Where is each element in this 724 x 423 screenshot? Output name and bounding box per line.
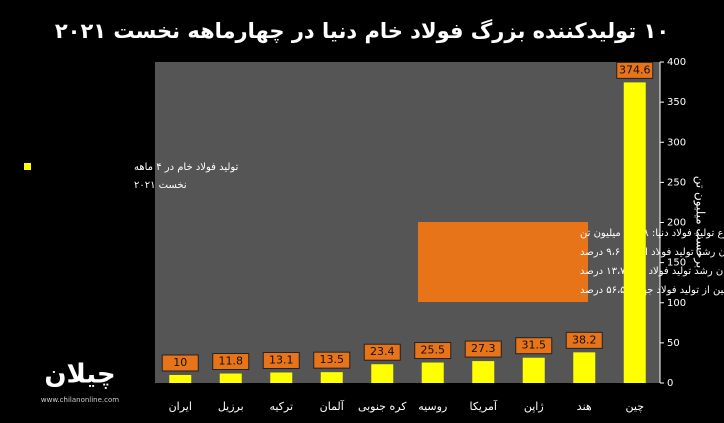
- y-tick-label: 100: [667, 298, 686, 309]
- value-label-box: [363, 343, 401, 361]
- value-label-box: [313, 351, 351, 369]
- chart-title: ۱۰ تولیدکننده بزرگ فولاد خام دنیا در چها…: [55, 18, 669, 43]
- x-tick-label: ترکیه: [269, 400, 293, 413]
- y-tick-label: 400: [667, 57, 686, 68]
- y-axis-label: برحسب میلیون تن: [693, 176, 708, 269]
- annotation-box: [418, 222, 588, 302]
- y-tick-label: 0: [667, 378, 673, 389]
- y-tick-label: 200: [667, 218, 686, 229]
- bar: [421, 362, 444, 383]
- x-tick-label: هند: [577, 400, 592, 413]
- bar: [623, 82, 646, 384]
- logo: چیلان: [44, 360, 115, 390]
- value-label-box: [515, 337, 553, 355]
- value-label: 11.8: [219, 355, 244, 368]
- bar: [522, 357, 545, 383]
- value-label-box: [161, 354, 199, 372]
- value-label: 38.2: [572, 333, 597, 346]
- legend-swatch: [24, 163, 31, 170]
- value-label-box: [565, 331, 603, 349]
- annotation-line: مجموع تولید فولاد دنیا: ۶۶۳،۸ میلیون تن: [580, 228, 724, 239]
- value-label-box: [212, 353, 250, 371]
- y-tick-label: 350: [667, 97, 686, 108]
- bar: [169, 374, 192, 383]
- bar: [320, 372, 343, 383]
- annotation-line: سهم چین از تولید فولاد جهان: ۵۶،۵ درصد: [580, 285, 724, 296]
- legend-label: تولید فولاد خام در ۴ ماهه: [134, 162, 239, 173]
- bar: [270, 372, 293, 383]
- value-label-box: [262, 351, 300, 369]
- x-tick-label: آلمان: [320, 399, 345, 413]
- y-tick-label: 50: [667, 338, 680, 349]
- y-tick-label: 250: [667, 177, 686, 188]
- annotation-line: میزان رشد تولید فولاد ایران: ۹،۶ درصد: [580, 247, 724, 258]
- x-tick-label: چین: [626, 400, 645, 413]
- value-label: 13.5: [320, 353, 345, 366]
- y-tick-label: 300: [667, 137, 686, 148]
- x-tick-label: روسیه: [418, 400, 447, 413]
- x-tick-label: کره جنوبی: [358, 400, 407, 413]
- logo-url: www.chilanonline.com: [41, 396, 119, 404]
- value-label: 27.3: [471, 342, 496, 355]
- bar: [219, 373, 242, 383]
- value-label: 10: [173, 356, 187, 369]
- bar: [472, 361, 495, 383]
- value-label: 23.4: [370, 345, 395, 358]
- value-label: 13.1: [269, 353, 294, 366]
- x-tick-label: ایران: [169, 400, 192, 413]
- bar: [573, 352, 596, 383]
- x-tick-label: آمریکا: [469, 399, 497, 413]
- x-tick-label: ژاپن: [524, 400, 544, 413]
- value-label: 374.6: [619, 63, 651, 76]
- value-label-box: [414, 342, 452, 360]
- value-label-box: [464, 340, 502, 358]
- legend-label: نخست ۲۰۲۱: [134, 180, 187, 191]
- value-label: 25.5: [421, 344, 446, 357]
- y-tick-label: 150: [667, 258, 686, 269]
- value-label-box: [616, 61, 654, 79]
- annotation-line: میزان رشد تولید فولاد دنیا: ۱۳،۷ درصد: [580, 266, 724, 277]
- bar: [371, 364, 394, 383]
- x-tick-label: برزیل: [218, 400, 244, 413]
- value-label: 31.5: [522, 339, 547, 352]
